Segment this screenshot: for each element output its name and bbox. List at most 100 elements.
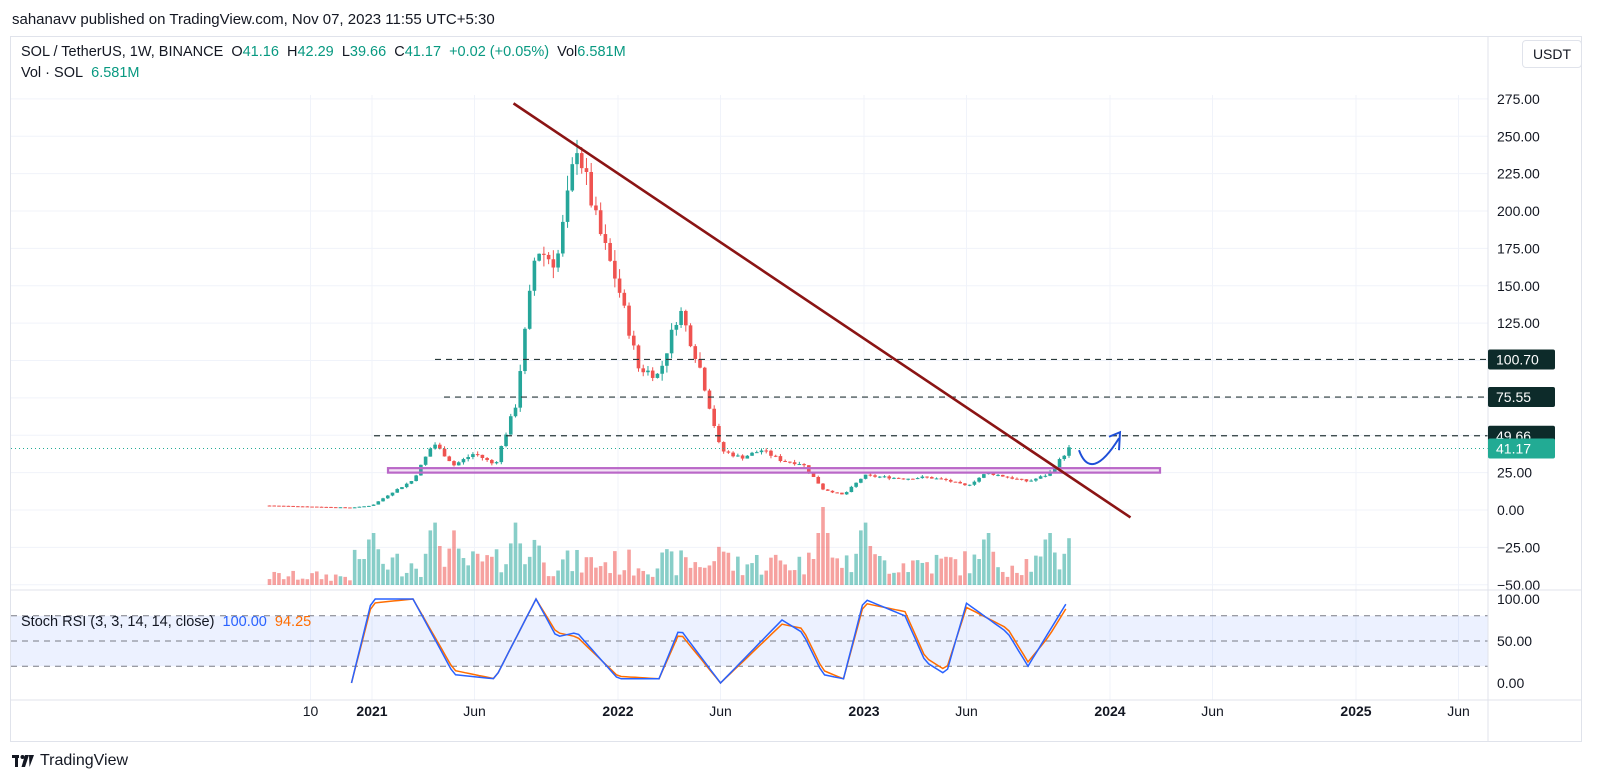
volume-bar — [636, 568, 641, 585]
volume-bar — [854, 553, 858, 585]
candle-body — [688, 325, 693, 347]
volume-indicator-label[interactable]: Vol · SOL — [21, 65, 84, 81]
volume-bar — [570, 571, 575, 585]
volume-bar — [693, 562, 698, 585]
time-tick-label: Jun — [463, 703, 486, 719]
open-label: O — [231, 44, 243, 60]
candle-body — [442, 448, 447, 457]
symbol-name[interactable]: SOL / TetherUS, 1W, BINANCE — [21, 44, 224, 60]
candle-body — [835, 492, 839, 494]
volume-bar — [537, 545, 541, 585]
candle-body — [518, 371, 523, 408]
stoch-tick-label: 0.00 — [1497, 675, 1524, 691]
volume-bar — [963, 551, 967, 585]
volume-bar — [991, 551, 996, 585]
volume-bar — [684, 557, 688, 585]
candle-body — [627, 305, 631, 336]
candle-body — [934, 478, 939, 480]
candle-body — [717, 426, 721, 443]
candle-body — [556, 253, 560, 268]
candle-body — [769, 450, 773, 456]
price-chart[interactable]: 275.00 250.00 225.00 200.00 175.00 150.00 125.… — [0, 0, 1600, 742]
candle-body — [613, 260, 617, 279]
open-value: 41.16 — [242, 44, 279, 60]
volume-bar — [579, 572, 584, 585]
projection-arrow[interactable] — [1078, 437, 1120, 466]
candle-body — [1034, 478, 1038, 481]
time-tick-label: 10 — [303, 703, 319, 719]
volume-bar — [859, 530, 863, 585]
currency-button[interactable]: USDT — [1522, 40, 1582, 68]
footer-brand: TradingView — [40, 752, 129, 769]
volume-bar — [527, 556, 532, 585]
level-price-label — [1488, 349, 1555, 370]
volume-bar — [343, 576, 347, 585]
candle-body — [745, 455, 750, 459]
volume-bar — [546, 576, 551, 585]
volume-bar — [267, 579, 272, 585]
candle-body — [376, 501, 381, 505]
time-tick-label: 2022 — [602, 703, 633, 719]
volume-bar — [400, 576, 404, 585]
axes: 275.00 250.00 225.00 200.00 175.00 150.00 125.… — [11, 36, 1582, 742]
candle-body — [423, 456, 428, 465]
support-zone[interactable] — [386, 467, 1162, 474]
candle-body — [584, 168, 589, 173]
candle-body — [925, 476, 929, 478]
close-value: 41.17 — [404, 44, 442, 60]
volume-bar — [613, 551, 617, 585]
candle-body — [1053, 467, 1057, 472]
volume-bar — [835, 558, 839, 585]
candle-body — [816, 476, 821, 484]
candle-body — [740, 455, 745, 459]
candle-body — [362, 506, 366, 508]
candle-body — [1038, 476, 1043, 479]
price-tick-label: 150.00 — [1497, 278, 1540, 294]
candle-body — [693, 346, 698, 360]
volume-bar — [887, 573, 892, 585]
candle-body — [1062, 455, 1067, 460]
candle-body — [594, 205, 598, 211]
candle-body — [1005, 476, 1010, 478]
stoch-tick-label: 100.00 — [1497, 591, 1540, 607]
candle-body — [660, 365, 664, 374]
volume-bar — [906, 572, 910, 585]
candle-body — [499, 446, 504, 463]
candle-body — [456, 462, 461, 466]
high-value: 42.29 — [297, 44, 334, 60]
volume-bar — [811, 559, 816, 585]
volume-bar — [967, 573, 972, 585]
volume-bar — [404, 572, 409, 585]
candle-body — [333, 507, 338, 509]
candle-body — [404, 483, 409, 488]
candle-body — [939, 478, 944, 480]
volume-bar — [911, 560, 915, 585]
volume-bar — [773, 554, 778, 585]
volume-bar — [717, 546, 721, 585]
time-tick-label: 2021 — [356, 703, 387, 719]
candle-body — [371, 504, 376, 506]
volume-bar — [452, 530, 456, 585]
stoch-rsi-label[interactable]: Stoch RSI (3, 3, 14, 14, close) — [21, 614, 215, 630]
candle-body — [707, 390, 712, 409]
candle-body — [887, 476, 892, 479]
volume-bar — [371, 533, 376, 585]
descending-trendline[interactable] — [512, 102, 1132, 519]
change-value: +0.02 (+0.05%) — [449, 44, 550, 60]
candle-body — [617, 278, 622, 293]
volume-bar — [646, 574, 650, 585]
candle-body — [527, 290, 532, 329]
volume-bar — [901, 563, 906, 585]
volume-bar — [958, 575, 962, 585]
volume-bar — [915, 560, 920, 585]
volume-bar — [532, 539, 537, 585]
volume-bar — [986, 533, 991, 585]
footer: TradingView — [0, 742, 1600, 780]
tradingview-logo[interactable]: TradingView — [12, 752, 128, 770]
volume-bar — [665, 549, 669, 585]
volume-bar — [1010, 565, 1015, 585]
volume-bar — [863, 522, 868, 585]
candle-body — [972, 481, 977, 485]
candle-body — [882, 476, 887, 478]
volume-bar — [1067, 538, 1071, 585]
